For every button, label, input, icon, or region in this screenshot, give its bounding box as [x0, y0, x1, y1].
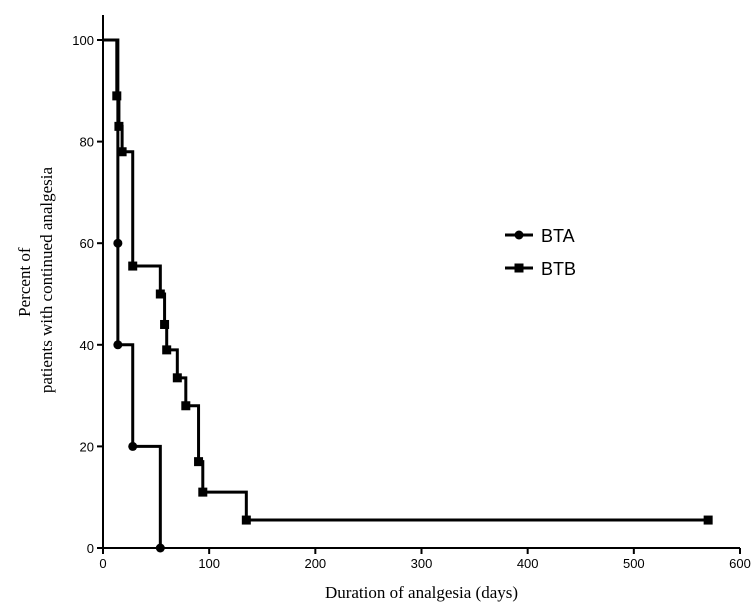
data-point-btb: [172, 373, 182, 383]
x-tick-label: 400: [517, 556, 539, 571]
data-point-bta: [113, 238, 123, 248]
legend-marker-btb: [514, 263, 524, 273]
data-point-bta: [128, 441, 138, 451]
data-point-btb: [112, 91, 122, 101]
y-tick-label: 20: [80, 439, 94, 454]
data-point-btb: [181, 401, 191, 411]
data-point-btb: [114, 121, 124, 131]
axes: 0 20 40 60 80 100 0 100 200 300 400 500 600: [72, 15, 751, 571]
legend-label-btb: BTB: [541, 259, 576, 279]
data-point-btb: [241, 515, 251, 525]
legend-label-bta: BTA: [541, 226, 575, 246]
series-layer: [103, 38, 713, 553]
x-tick-label: 200: [304, 556, 326, 571]
data-point-btb: [194, 457, 204, 467]
x-tick-label: 0: [99, 556, 106, 571]
data-point-btb: [155, 289, 165, 299]
series-btb: [103, 38, 713, 525]
y-axis-title-line-2: patients with continued analgesia: [37, 166, 56, 393]
data-point-bta: [113, 340, 123, 350]
series-line-btb: [103, 38, 709, 522]
data-point-btb: [162, 345, 172, 355]
x-tick-label: 100: [198, 556, 220, 571]
x-tick-label: 600: [729, 556, 751, 571]
series-bta: [103, 38, 165, 553]
legend-marker-bta: [514, 230, 524, 240]
data-point-btb: [703, 515, 713, 525]
data-point-bta: [155, 543, 165, 553]
data-point-btb: [128, 261, 138, 271]
data-point-btb: [160, 319, 170, 329]
x-tick-label: 300: [411, 556, 433, 571]
y-tick-label: 60: [80, 236, 94, 251]
y-tick-label: 100: [72, 33, 94, 48]
series-line-bta: [103, 38, 162, 548]
data-point-btb: [117, 147, 127, 157]
data-point-btb: [198, 487, 208, 497]
y-tick-label: 40: [80, 338, 94, 353]
y-tick-label: 80: [80, 135, 94, 150]
y-axis-title-line-1: Percent of: [15, 247, 34, 317]
y-tick-label: 0: [87, 541, 94, 556]
x-axis-title: Duration of analgesia (days): [325, 583, 518, 602]
x-tick-label: 500: [623, 556, 645, 571]
legend: BTA BTB: [505, 226, 576, 279]
y-axis-title: Percent of patients with continued analg…: [15, 166, 56, 393]
